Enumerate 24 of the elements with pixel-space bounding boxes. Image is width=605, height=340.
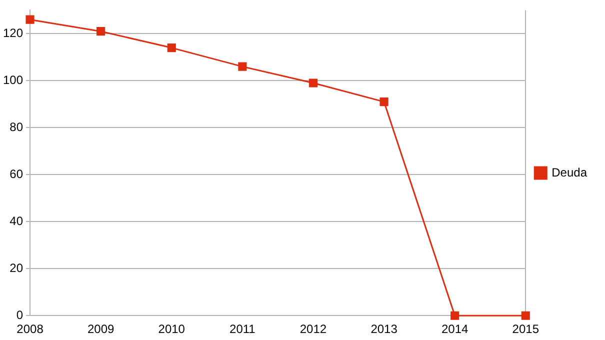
x-tick-label: 2015: [512, 322, 540, 336]
point: [308, 78, 318, 88]
x-tick-label: 2013: [370, 322, 398, 336]
y-tick-label: 0: [16, 308, 24, 322]
point: [238, 62, 247, 71]
y-tick-label: 60: [10, 166, 24, 181]
x-tick-label: 2010: [158, 322, 186, 336]
x-tick-label: 2012: [300, 322, 327, 336]
point: [380, 98, 388, 106]
x-tick-label: 2008: [16, 322, 44, 336]
point: [26, 15, 34, 24]
y-tick-label: 120: [2, 26, 24, 40]
x-tick-label: 2011: [230, 322, 256, 336]
legend-label: Deuda: [552, 165, 588, 180]
x-tick-label: 2014: [441, 322, 469, 336]
y-tick-label: 100: [2, 72, 24, 87]
point: [167, 44, 176, 52]
y-tick-label: 80: [10, 120, 24, 134]
y-tick-label: 40: [10, 214, 24, 228]
point: [96, 27, 106, 36]
point: [450, 311, 460, 320]
y-tick-label: 20: [10, 260, 24, 275]
point: [521, 311, 530, 320]
x-tick-label: 2009: [87, 322, 114, 336]
